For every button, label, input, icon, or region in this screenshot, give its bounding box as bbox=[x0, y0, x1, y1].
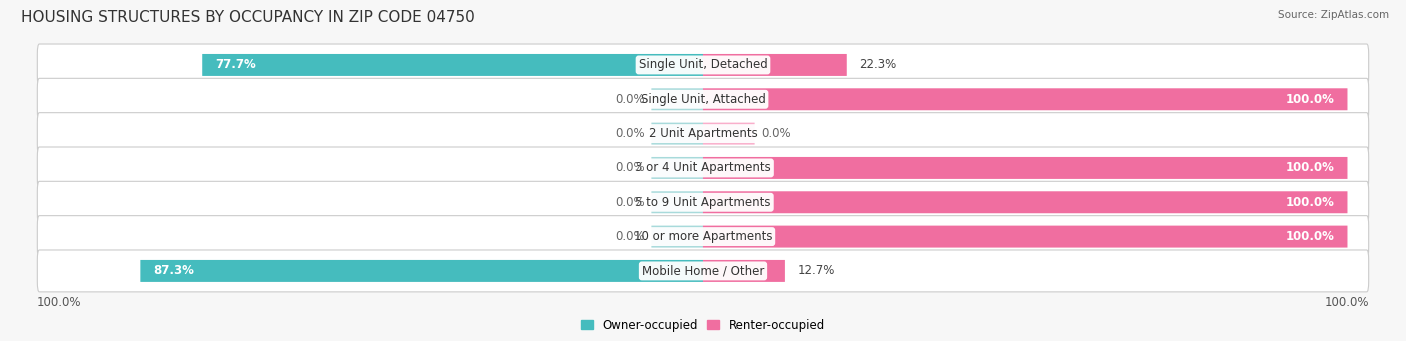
FancyBboxPatch shape bbox=[703, 123, 755, 145]
FancyBboxPatch shape bbox=[703, 260, 785, 282]
Text: 87.3%: 87.3% bbox=[153, 264, 194, 278]
FancyBboxPatch shape bbox=[38, 216, 1368, 257]
FancyBboxPatch shape bbox=[141, 260, 703, 282]
Text: Source: ZipAtlas.com: Source: ZipAtlas.com bbox=[1278, 10, 1389, 20]
Text: 3 or 4 Unit Apartments: 3 or 4 Unit Apartments bbox=[636, 161, 770, 175]
FancyBboxPatch shape bbox=[38, 181, 1368, 223]
Text: Mobile Home / Other: Mobile Home / Other bbox=[641, 264, 765, 278]
FancyBboxPatch shape bbox=[703, 191, 1347, 213]
Text: 10 or more Apartments: 10 or more Apartments bbox=[634, 230, 772, 243]
Legend: Owner-occupied, Renter-occupied: Owner-occupied, Renter-occupied bbox=[576, 314, 830, 337]
Text: 5 to 9 Unit Apartments: 5 to 9 Unit Apartments bbox=[636, 196, 770, 209]
FancyBboxPatch shape bbox=[703, 226, 1347, 248]
FancyBboxPatch shape bbox=[651, 191, 703, 213]
Text: 100.0%: 100.0% bbox=[1285, 230, 1334, 243]
Text: 0.0%: 0.0% bbox=[616, 161, 645, 175]
Text: 100.0%: 100.0% bbox=[1326, 296, 1369, 309]
FancyBboxPatch shape bbox=[651, 157, 703, 179]
Text: Single Unit, Detached: Single Unit, Detached bbox=[638, 58, 768, 72]
FancyBboxPatch shape bbox=[703, 54, 846, 76]
Text: 0.0%: 0.0% bbox=[616, 196, 645, 209]
Text: HOUSING STRUCTURES BY OCCUPANCY IN ZIP CODE 04750: HOUSING STRUCTURES BY OCCUPANCY IN ZIP C… bbox=[21, 10, 475, 25]
Text: 0.0%: 0.0% bbox=[616, 93, 645, 106]
FancyBboxPatch shape bbox=[651, 88, 703, 110]
Text: 22.3%: 22.3% bbox=[859, 58, 897, 72]
Text: 0.0%: 0.0% bbox=[616, 127, 645, 140]
FancyBboxPatch shape bbox=[703, 88, 1347, 110]
Text: 0.0%: 0.0% bbox=[616, 230, 645, 243]
Text: 100.0%: 100.0% bbox=[37, 296, 80, 309]
Text: 77.7%: 77.7% bbox=[215, 58, 256, 72]
FancyBboxPatch shape bbox=[651, 226, 703, 248]
FancyBboxPatch shape bbox=[38, 78, 1368, 120]
FancyBboxPatch shape bbox=[38, 113, 1368, 154]
Text: 100.0%: 100.0% bbox=[1285, 93, 1334, 106]
Text: 100.0%: 100.0% bbox=[1285, 196, 1334, 209]
Text: 12.7%: 12.7% bbox=[797, 264, 835, 278]
FancyBboxPatch shape bbox=[202, 54, 703, 76]
Text: 2 Unit Apartments: 2 Unit Apartments bbox=[648, 127, 758, 140]
Text: 0.0%: 0.0% bbox=[761, 127, 790, 140]
FancyBboxPatch shape bbox=[651, 123, 703, 145]
FancyBboxPatch shape bbox=[38, 250, 1368, 292]
Text: Single Unit, Attached: Single Unit, Attached bbox=[641, 93, 765, 106]
FancyBboxPatch shape bbox=[38, 44, 1368, 86]
FancyBboxPatch shape bbox=[703, 157, 1347, 179]
FancyBboxPatch shape bbox=[38, 147, 1368, 189]
Text: 100.0%: 100.0% bbox=[1285, 161, 1334, 175]
